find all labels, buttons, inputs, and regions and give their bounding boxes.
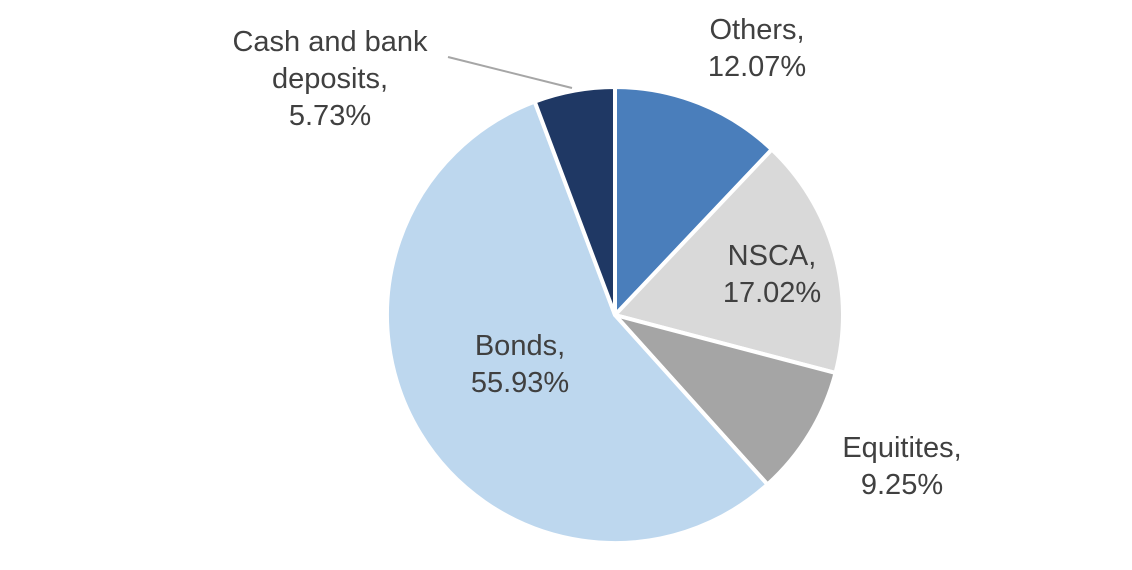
data-label-others-line1: Others,: [709, 14, 805, 46]
data-label-bonds-line1: Bonds,: [474, 330, 566, 362]
pie-slice-equitites: [613, 313, 838, 487]
data-label-others: Others, 12.07%: [657, 12, 857, 86]
pie-chart: [384, 85, 845, 545]
data-label-cash-and-bank-deposits: Cash and bank deposits, 5.73%: [205, 24, 455, 135]
data-label-nsca-line2: 17.02%: [722, 277, 822, 309]
data-label-bonds-line2: 55.93%: [470, 367, 570, 399]
pie-slice-others: [613, 85, 774, 317]
data-label-others-line2: 12.07%: [707, 51, 807, 83]
data-label-cash-line1: Cash and bank: [232, 26, 428, 58]
data-label-equitites-line2: 9.25%: [860, 469, 944, 501]
data-label-equitites-line1: Equitites,: [842, 432, 962, 464]
data-label-cash-line2: deposits,: [271, 63, 389, 95]
data-label-bonds: Bonds, 55.93%: [420, 328, 620, 402]
pie-slice-bonds: [384, 99, 770, 545]
pie-slice-cash-and-bank-deposits: [532, 85, 617, 317]
data-label-cash-line3: 5.73%: [288, 100, 372, 132]
pie-slice-nsca: [613, 147, 845, 375]
data-label-equitites: Equitites, 9.25%: [797, 430, 1007, 504]
data-label-nsca: NSCA, 17.02%: [672, 238, 872, 312]
data-label-nsca-line1: NSCA,: [727, 240, 817, 272]
